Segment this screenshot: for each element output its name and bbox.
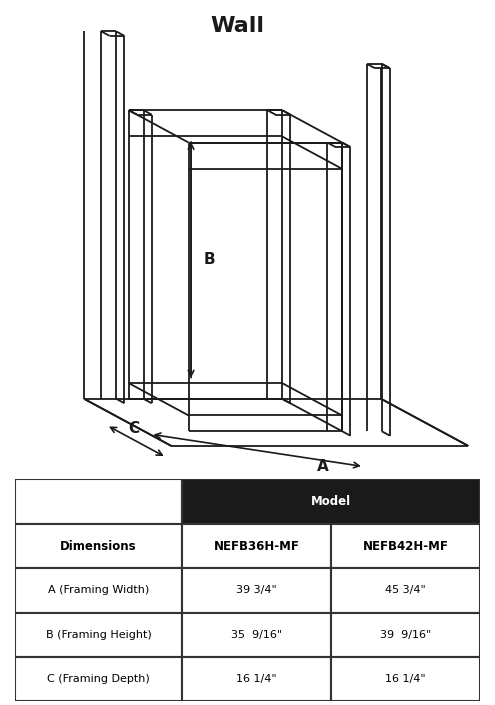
Bar [182,568,331,613]
Bar [182,524,331,568]
Bar [15,613,182,657]
Bar [182,613,331,657]
Text: 45 3/4": 45 3/4" [385,585,426,596]
Text: A (Framing Width): A (Framing Width) [48,585,149,596]
Bar [331,524,480,568]
Text: C (Framing Depth): C (Framing Depth) [47,674,150,685]
Bar [182,479,480,524]
Bar [15,657,182,701]
Bar [331,568,480,613]
Bar [15,568,182,613]
Bar [15,479,182,524]
Text: C: C [128,421,140,436]
Text: B (Framing Height): B (Framing Height) [46,630,151,640]
Text: 35  9/16": 35 9/16" [231,630,282,640]
Text: NEFB36H-MF: NEFB36H-MF [214,539,300,553]
Text: 16 1/4": 16 1/4" [386,674,426,685]
Text: A: A [317,459,328,474]
Text: NEFB42H-MF: NEFB42H-MF [363,539,448,553]
Text: 39  9/16": 39 9/16" [380,630,431,640]
Text: Wall: Wall [210,16,265,36]
Text: Dimensions: Dimensions [60,539,137,553]
Text: Model: Model [311,495,351,508]
Text: 16 1/4": 16 1/4" [237,674,277,685]
Text: B: B [203,252,215,267]
Bar [15,524,182,568]
Bar [331,613,480,657]
Bar [182,657,331,701]
Bar [331,657,480,701]
Text: 39 3/4": 39 3/4" [237,585,277,596]
